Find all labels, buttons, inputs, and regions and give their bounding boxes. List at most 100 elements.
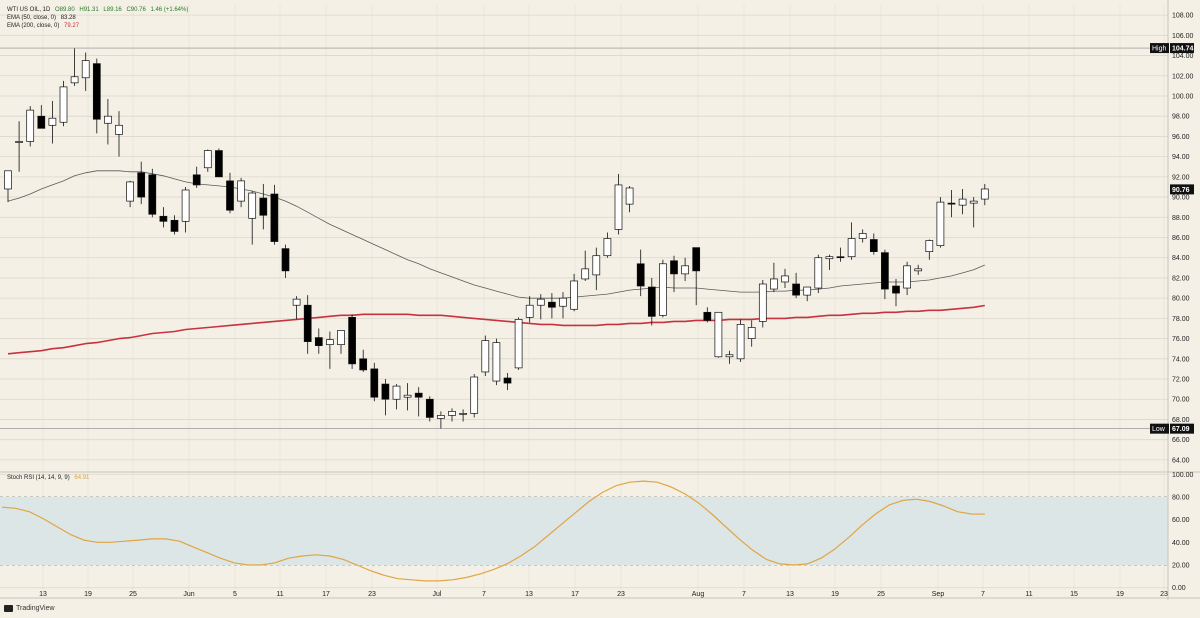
candle-body [492,342,501,382]
candle [625,185,634,213]
candle-body [181,189,190,222]
candle [481,335,490,376]
candle [226,172,234,214]
candle-body [248,192,257,219]
candle [659,259,667,318]
candle-body [104,115,112,124]
candle-body [4,170,12,190]
candle-body [370,368,379,398]
candle [559,292,567,319]
candle-body [892,285,900,294]
candle [714,311,723,358]
ema200-value: 79.27 [64,23,80,29]
candle-body [947,202,956,205]
candle-body [303,304,312,342]
candle [392,384,401,410]
candle [847,222,856,260]
candle-body [781,275,789,283]
candle [192,166,201,188]
stoch-tick-label: 80.00 [1172,494,1190,501]
ema200-legend[interactable]: EMA (200, close, 0) 79.27 [7,23,79,29]
ohlc-open: O89.80 [55,7,75,13]
candle [825,254,834,270]
candle-body [858,233,867,239]
price-tick-label: 82.00 [1172,275,1190,282]
candle-body [636,263,645,287]
candle-body [15,141,23,143]
time-tick-label: 25 [877,591,885,598]
ohlc-low: L89.16 [103,7,122,13]
candle [980,183,989,206]
candle [59,80,68,127]
stoch-tick-label: 60.00 [1172,517,1190,524]
time-tick-label: 25 [129,591,137,598]
candle [314,328,323,354]
candle [15,121,23,172]
tradingview-brand[interactable]: TradingView [4,605,55,612]
candle [459,409,467,422]
price-tick-label: 80.00 [1172,296,1190,303]
candle [470,373,479,418]
candle-body [881,252,889,290]
candle [381,379,390,416]
candle-body [603,238,612,257]
candle-body [59,86,68,123]
candle-body [192,174,201,186]
candle [181,186,190,233]
ohlc-close: C90.76 [126,7,146,13]
price-tick-label: 90.00 [1172,195,1190,202]
candle [348,314,356,369]
candle [570,273,578,312]
price-tick-label: 88.00 [1172,215,1190,222]
candle-body [337,330,345,346]
candle-body [481,340,490,373]
candle-body [159,215,168,222]
symbol-title: WTI US OIL, 1D [7,7,51,13]
time-tick-label: 23 [368,591,376,598]
time-tick-label: Jun [183,591,194,598]
candle-body [670,260,678,275]
candle-body [148,174,157,215]
candle [403,383,412,411]
candle [170,215,179,235]
candle-body [92,63,101,120]
time-tick-label: 7 [482,591,486,598]
candle-body [237,180,245,202]
time-tick-label: 17 [322,591,330,598]
candle [536,294,545,320]
price-tick-label: 72.00 [1172,377,1190,384]
candle [892,278,900,307]
stoch-legend[interactable]: Stoch RSI (14, 14, 9, 9) 64.91 [7,475,89,481]
candle [814,254,823,294]
candle [969,197,978,228]
candle-body [503,377,512,384]
ema50-legend[interactable]: EMA (50, close, 0) 83.28 [7,15,76,21]
candle-body [614,184,623,230]
candle [947,189,956,218]
candle-body [725,354,734,358]
candle [603,232,612,258]
time-axis: 13 19 25 Jun 5 11 17 23 Jul 7 13 17 23 Aug 7 13 19 25 Sep 7… [0,591,1200,599]
candle [914,264,923,275]
candle-body [681,265,689,275]
candle [259,183,268,230]
candle-body [581,268,590,280]
candle [203,149,212,172]
candle-body [270,193,279,242]
candle [681,257,689,281]
price-tick-label: 76.00 [1172,336,1190,343]
ema50-label: EMA (50, close, 0) [7,15,57,21]
candle [237,177,245,208]
low-tag-value-bg [1170,423,1194,434]
candle-body [281,248,290,272]
candle [4,170,12,203]
candle-body [470,376,479,414]
candle [881,249,889,300]
stoch-label: Stoch RSI (14, 14, 9, 9) [7,475,70,481]
candle [636,249,645,297]
ohlc-change: 1.46 (+1.64%) [150,7,189,13]
high-tag-label-bg [1150,43,1169,54]
candle-body [348,317,356,365]
candle [747,320,756,347]
ema50-path [7,170,985,299]
